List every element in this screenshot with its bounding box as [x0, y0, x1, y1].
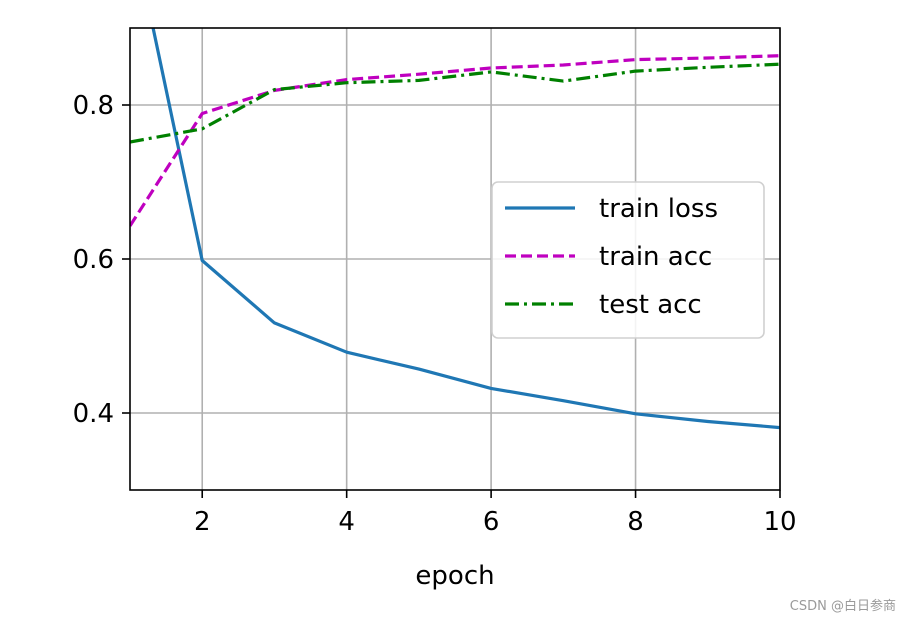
x-tick-label-2: 6: [483, 507, 500, 537]
x-tick-label-1: 4: [338, 507, 355, 537]
y-axis-ticks: 0.4 0.6 0.8: [73, 91, 130, 429]
legend: train loss train acc test acc: [491, 181, 765, 339]
legend-label-train-acc: train acc: [599, 242, 712, 272]
legend-label-train-loss: train loss: [599, 194, 718, 224]
legend-label-test-acc: test acc: [599, 290, 702, 320]
series-lines: [130, 28, 780, 430]
series-line-test-acc: [130, 62, 780, 144]
legend-box: [491, 181, 765, 339]
series-line-train-acc: [130, 54, 780, 227]
watermark-text: CSDN @白日参商: [789, 599, 896, 614]
x-tick-label-3: 8: [627, 507, 644, 537]
series-line-train-loss: [151, 28, 780, 430]
x-axis-ticks: 2 4 6 8 10: [194, 490, 797, 537]
y-tick-label-2: 0.8: [73, 91, 114, 121]
x-tick-label-4: 10: [763, 507, 796, 537]
x-axis-label: epoch: [415, 561, 494, 591]
y-tick-label-0: 0.4: [73, 399, 114, 429]
y-tick-label-1: 0.6: [73, 245, 114, 275]
x-tick-label-0: 2: [194, 507, 211, 537]
